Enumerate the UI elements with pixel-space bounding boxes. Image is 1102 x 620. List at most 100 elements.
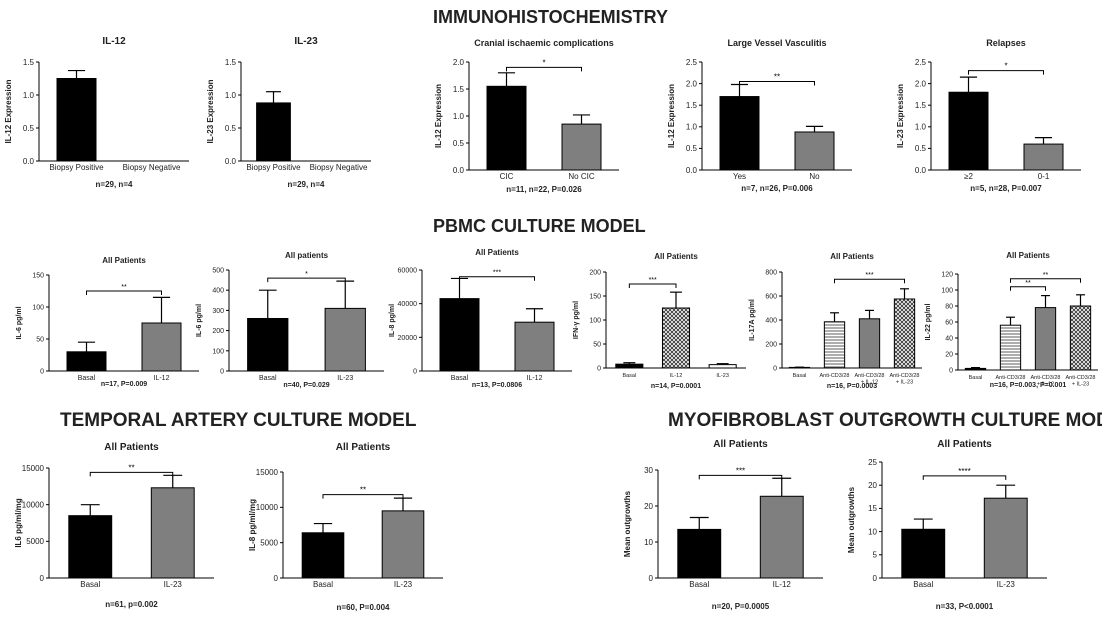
y-tick-label: 20 — [644, 502, 653, 511]
y-tick-label: 1.0 — [915, 123, 927, 132]
x-tick-label: Basal — [78, 375, 96, 382]
significance-label: * — [542, 58, 545, 67]
significance-label: **** — [958, 467, 970, 476]
bar — [56, 78, 97, 162]
x-tick-label: Basal — [313, 580, 333, 589]
chart-panel-9: 0 50 100 150 200 IFN-γ pg/ml All Patients Basal… — [573, 252, 746, 390]
y-tick-label: 400 — [212, 288, 224, 295]
chart-caption: n=14, P=0.0001 — [651, 383, 701, 390]
y-tick-label: 100 — [589, 317, 601, 324]
y-tick-label: 2.0 — [686, 79, 698, 88]
x-tick-label: Basal — [259, 375, 277, 382]
significance-bracket — [698, 474, 783, 480]
chart-panel-13: 0 5000 10000 15000 IL-8 pg/ml/mg All Patients… — [248, 442, 443, 612]
chart-panel-7: 0 100 200 300 400 500 IL-6 pg/ml All patients Ba… — [196, 251, 384, 389]
significance-label: *** — [649, 277, 657, 284]
y-axis-label: IL-12 Expression — [434, 84, 443, 148]
y-tick-label: 5 — [873, 551, 878, 560]
bar — [677, 528, 722, 579]
bar — [661, 307, 691, 369]
y-tick-label: 0 — [949, 367, 953, 374]
bar — [514, 321, 555, 372]
chart-caption: n=40, P=0.029 — [283, 382, 329, 389]
x-tick-label: IL-23 — [716, 373, 729, 379]
chart-caption: n=7, n=26, P=0.006 — [741, 184, 813, 193]
y-tick-label: 0.5 — [225, 124, 237, 133]
y-tick-label: 60000 — [398, 267, 418, 274]
x-tick-label: Anti-CD3/28 — [1031, 375, 1061, 381]
x-tick-label: + IL-12 — [1037, 382, 1054, 388]
significance-bracket — [922, 475, 1007, 480]
y-tick-label: 600 — [765, 293, 777, 300]
x-tick-label: Anti-CD3/28 — [1066, 375, 1096, 381]
significance-bracket — [322, 494, 404, 499]
y-tick-label: 0 — [40, 368, 44, 375]
x-tick-label: + IL-12 — [861, 380, 878, 386]
y-axis-label: IL6 pg/ml/mg — [14, 498, 23, 547]
x-tick-label: ≥2 — [964, 172, 973, 181]
bar — [301, 532, 345, 579]
chart-title: All Patients — [654, 252, 698, 261]
y-tick-label: 100 — [941, 287, 953, 294]
bar — [486, 85, 527, 171]
bar — [983, 497, 1028, 579]
y-axis-label: IL-6 pg/ml — [16, 306, 23, 339]
chart-panel-11: 0 20 40 60 80 100 120 IL-22 pg/ml All Patients Ba… — [925, 251, 1098, 389]
y-tick-label: 120 — [941, 271, 953, 278]
x-tick-label: IL-23 — [164, 580, 183, 589]
y-tick-label: 150 — [32, 272, 44, 279]
y-tick-label: 0 — [220, 368, 224, 375]
significance-label: ** — [121, 284, 127, 291]
x-tick-label: CIC — [500, 172, 514, 181]
chart-title: All Patients — [1006, 251, 1050, 260]
bar — [561, 123, 602, 171]
significance-bracket — [89, 471, 174, 477]
y-tick-label: 10 — [644, 538, 653, 547]
chart-panel-4: 0.0 0.5 1.0 1.5 2.0 2.5 IL-12 Expression Large … — [667, 38, 852, 193]
bar — [964, 367, 987, 371]
y-axis-label: IL-6 pg/ml — [196, 304, 203, 337]
significance-bracket — [86, 290, 162, 295]
y-tick-label: 0.0 — [453, 166, 465, 175]
y-axis-label: IL-17A pg/ml — [749, 299, 756, 341]
x-tick-label: IL-23 — [394, 580, 413, 589]
y-tick-label: 500 — [212, 267, 224, 274]
y-tick-label: 0 — [40, 574, 45, 583]
chart-panel-15: 0 5 10 15 20 25 Mean outgrowths All Patients Bas… — [847, 439, 1047, 611]
bar — [759, 495, 804, 579]
x-tick-label: Biopsy Positive — [246, 163, 301, 172]
x-tick-label: Anti-CD3/28 — [890, 373, 920, 379]
chart-title: All patients — [285, 251, 329, 260]
chart-caption: n=33, P<0.0001 — [936, 602, 994, 611]
chart-panel-2: 0.0 0.5 1.0 1.5 IL-23 Expression IL-23 Biopsy … — [206, 36, 371, 189]
significance-label: ** — [1025, 280, 1031, 287]
x-tick-label: IL-12 — [154, 375, 170, 382]
significance-label: ** — [1043, 272, 1049, 279]
significance-label: ** — [128, 463, 134, 472]
y-axis-label: IL-12 Expression — [667, 84, 676, 148]
chart-title: All Patients — [475, 248, 519, 257]
section-title-myofibroblast: MYOFIBROBLAST OUTGROWTH CULTURE MODEL — [668, 410, 1102, 431]
x-tick-label: Basal — [451, 375, 469, 382]
y-tick-label: 0.0 — [686, 166, 698, 175]
y-axis-label: Mean outgrowths — [623, 490, 632, 557]
chart-title: All Patients — [102, 256, 146, 265]
bar — [256, 102, 291, 162]
y-tick-label: 0.0 — [225, 157, 237, 166]
chart-panel-10: 0 200 400 600 800 IL-17A pg/ml All Patients Bas… — [749, 252, 922, 390]
y-axis-label: IL-22 pg/ml — [925, 303, 932, 340]
x-tick-label: 0-1 — [1038, 172, 1050, 181]
y-axis-label: IL-23 Expression — [206, 79, 215, 143]
y-tick-label: 5000 — [260, 538, 278, 547]
y-tick-label: 2.0 — [915, 79, 927, 88]
x-tick-label: Yes — [733, 172, 746, 181]
y-tick-label: 0.5 — [915, 144, 927, 153]
chart-panel-3: 0.0 0.5 1.0 1.5 2.0 IL-12 Expression Cranial i… — [434, 38, 619, 194]
y-tick-label: 20 — [945, 351, 953, 358]
significance-bracket — [1010, 286, 1046, 291]
y-tick-label: 1.5 — [23, 58, 35, 67]
y-tick-label: 0.5 — [23, 124, 35, 133]
y-tick-label: 40 — [945, 335, 953, 342]
x-tick-label: IL-12 — [527, 375, 543, 382]
bar — [66, 351, 107, 372]
